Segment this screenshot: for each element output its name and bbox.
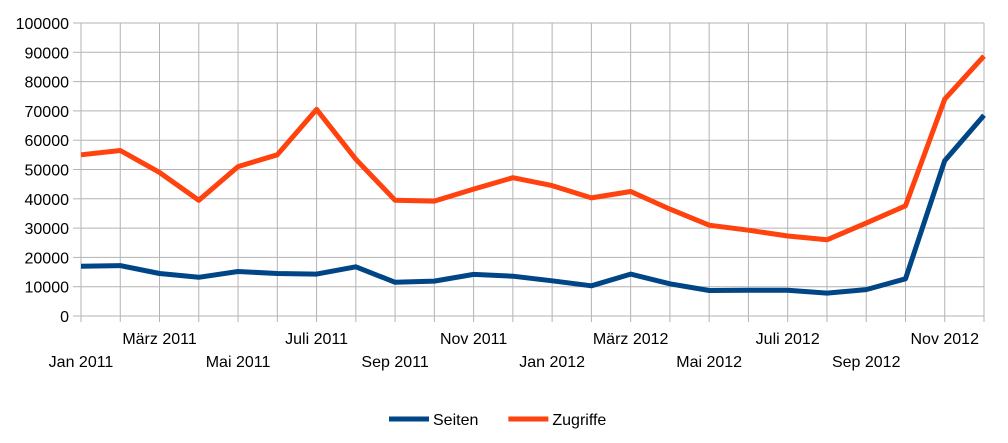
y-tick-label: 20000 — [25, 250, 70, 267]
y-tick-label: 10000 — [25, 280, 70, 297]
x-tick-label: Jan 2011 — [49, 354, 114, 371]
chart-legend: Seiten Zugriffe — [389, 412, 606, 429]
x-tick-label: Nov 2012 — [910, 331, 979, 348]
legend-label-zugriffe: Zugriffe — [552, 412, 606, 429]
x-tick-label: Sep 2011 — [361, 354, 428, 371]
y-tick-label: 90000 — [25, 45, 70, 62]
x-axis-tick-labels: Jan 2011 März 2011 Mai 2011 Juli 2011 Sep 20… — [49, 331, 979, 371]
series-line-zugriffe — [80, 54, 986, 243]
x-tick-label: Jan 2012 — [519, 354, 585, 371]
series-lines — [80, 54, 986, 296]
series-line-seiten — [80, 113, 986, 296]
chart-grid — [73, 22, 985, 322]
x-tick-label: Sep 2012 — [832, 354, 901, 371]
x-tick-label: Nov 2011 — [440, 331, 507, 348]
legend-label-seiten: Seiten — [433, 412, 478, 429]
y-tick-label: 50000 — [25, 163, 70, 180]
y-tick-label: 70000 — [25, 104, 70, 121]
x-tick-label: März 2011 — [122, 331, 197, 348]
x-tick-label: Mai 2012 — [676, 354, 742, 371]
y-tick-label: 80000 — [25, 75, 70, 92]
x-tick-label: Mai 2011 — [206, 354, 271, 371]
y-tick-label: 30000 — [25, 221, 70, 238]
x-tick-label: März 2012 — [593, 331, 669, 348]
x-tick-label: Juli 2012 — [756, 331, 820, 348]
y-axis-tick-labels: 0 10000 20000 30000 40000 50000 60000 70000 8000… — [16, 16, 69, 326]
y-tick-label: 0 — [60, 309, 69, 326]
y-tick-label: 40000 — [25, 192, 70, 209]
x-tick-label: Juli 2011 — [285, 331, 348, 348]
y-tick-label: 60000 — [25, 133, 70, 150]
y-tick-label: 100000 — [16, 16, 69, 33]
